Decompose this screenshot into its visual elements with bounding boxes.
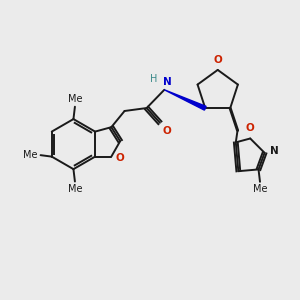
Text: O: O: [214, 55, 223, 64]
Text: Me: Me: [68, 184, 82, 194]
Text: N: N: [163, 77, 172, 87]
Text: N: N: [270, 146, 279, 156]
Text: Me: Me: [23, 150, 38, 160]
Text: Me: Me: [253, 184, 267, 194]
Polygon shape: [164, 90, 206, 110]
Text: O: O: [246, 123, 255, 133]
Text: O: O: [162, 126, 171, 136]
Text: Me: Me: [68, 94, 82, 104]
Text: H: H: [150, 74, 157, 85]
Text: O: O: [116, 153, 124, 163]
